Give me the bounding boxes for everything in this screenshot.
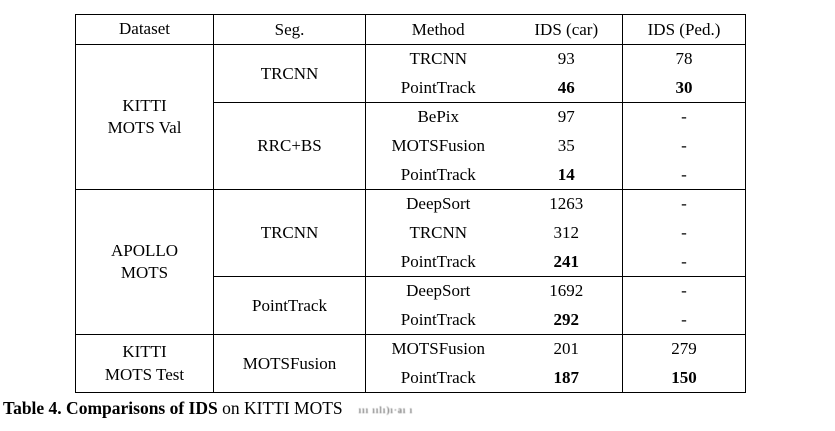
method-cell: DeepSort: [365, 189, 511, 219]
method-cell: PointTrack: [400, 251, 476, 271]
ids-car-cell: 46: [510, 73, 623, 103]
table-row: PointTrack 292 -: [76, 305, 746, 335]
table-row: RRC+BS BePix 97-: [76, 102, 746, 190]
header-dataset: Dataset: [75, 14, 214, 45]
method-cell: MOTSFusion: [365, 334, 511, 364]
ids-car-cell: 241: [510, 247, 623, 277]
dataset-cell: KITTI MOTS Val: [75, 44, 214, 190]
table-caption: Table 4. Comparisons of IDS on KITTI MOT…: [3, 398, 413, 419]
caption-bold-text: Table 4. Comparisons of IDS: [3, 398, 218, 418]
method-cell: PointTrack: [400, 367, 476, 387]
ids-car-cell: 93: [510, 44, 623, 74]
ids-car-cell: 14: [510, 160, 623, 190]
ids-comparison-table: Dataset Seg. Method IDS (car) IDS (Ped.)…: [75, 14, 746, 393]
table-row: PointTrack 187 150: [76, 363, 746, 393]
method-cell: DeepSort: [365, 276, 511, 306]
table-row: KITTI MOTS Test MOTSFusion MOTSFusion 201 27…: [75, 334, 746, 393]
ids-ped-cell: -: [622, 276, 746, 306]
method-cell: MOTSFusion: [391, 136, 486, 155]
ids-ped-cell: -: [681, 223, 687, 242]
table-row: PointTrack 46 30: [76, 73, 746, 103]
ids-ped-cell: 279: [622, 334, 746, 364]
method-cell: PointTrack: [400, 309, 476, 329]
table-row: PointTrack DeepSort 1692-: [76, 276, 746, 335]
dataset-cell: APOLLO MOTS: [75, 189, 214, 335]
method-cell: TRCNN: [365, 44, 511, 74]
ids-ped-cell: -: [681, 251, 687, 271]
method-cell: PointTrack: [400, 164, 476, 184]
ids-ped-cell: -: [622, 102, 746, 132]
table-row: PointTrack 241 -: [76, 247, 746, 277]
table-row: KITTI MOTS Val TRCNN TRCNN 93 78: [75, 44, 746, 190]
ids-ped-cell: 30: [675, 77, 693, 97]
table-row: PointTrack 14 -: [76, 160, 746, 190]
ids-ped-cell: -: [681, 164, 687, 184]
ids-car-cell: 1263: [510, 189, 623, 219]
ids-car-cell: 312: [510, 218, 623, 248]
caption-illegible-text: ııı ıılı)ı·aı ı: [358, 404, 414, 415]
seg-cell: TRCNN: [213, 189, 366, 277]
ids-ped-cell: 150: [671, 367, 697, 387]
ids-car-cell: 187: [510, 363, 623, 393]
header-seg: Seg.: [213, 14, 366, 45]
header-ids-ped: IDS (Ped.): [622, 14, 746, 45]
header-ids-car: IDS (car): [510, 14, 623, 45]
table-row: APOLLO MOTS TRCNN DeepSort 1263-: [75, 189, 746, 335]
seg-cell: RRC+BS: [213, 102, 366, 190]
caption-regular-text: on KITTI MOTS: [217, 398, 343, 418]
method-cell: BePix: [365, 102, 511, 132]
header-row: Dataset Seg. Method IDS (car) IDS (Ped.): [75, 14, 746, 45]
method-cell: PointTrack: [400, 77, 476, 97]
seg-cell: PointTrack: [213, 276, 366, 335]
table-row: MOTSFusion 35 -: [76, 131, 746, 161]
seg-cell: TRCNN: [213, 44, 366, 103]
ids-ped-cell: -: [681, 136, 687, 155]
header-method: Method: [365, 14, 511, 45]
ids-car-cell: 97: [510, 102, 623, 132]
ids-car-cell: 201: [510, 334, 623, 364]
method-cell: TRCNN: [409, 223, 468, 242]
ids-car-cell: 1692: [510, 276, 623, 306]
dataset-cell: KITTI MOTS Test: [75, 334, 214, 393]
seg-cell: MOTSFusion: [213, 334, 366, 393]
ids-ped-cell: 78: [622, 44, 746, 74]
ids-car-cell: 292: [510, 305, 623, 335]
ids-ped-cell: -: [681, 309, 687, 329]
ids-car-cell: 35: [510, 131, 623, 161]
table-row: TRCNN 312 -: [76, 218, 746, 248]
ids-ped-cell: -: [622, 189, 746, 219]
